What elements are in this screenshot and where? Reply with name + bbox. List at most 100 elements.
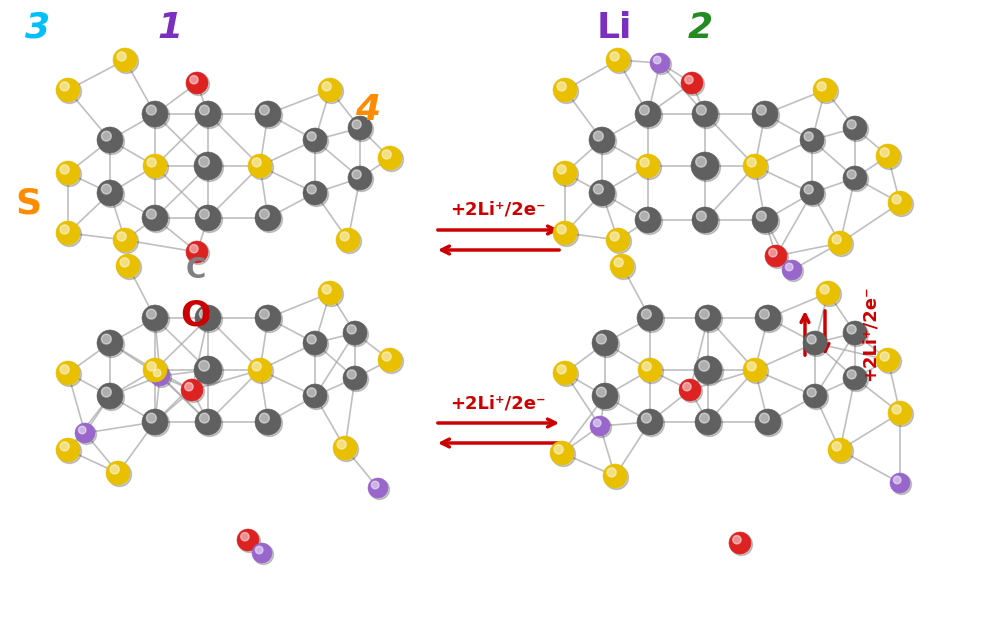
Circle shape (696, 307, 722, 332)
Circle shape (144, 307, 170, 332)
Circle shape (820, 285, 829, 294)
Circle shape (593, 184, 603, 194)
Circle shape (60, 82, 69, 91)
Circle shape (259, 413, 269, 423)
Circle shape (699, 309, 709, 319)
Circle shape (680, 381, 702, 402)
Circle shape (58, 163, 82, 187)
Circle shape (110, 465, 119, 474)
Circle shape (757, 410, 782, 436)
Circle shape (695, 305, 721, 331)
Circle shape (370, 480, 390, 499)
Circle shape (60, 225, 69, 234)
Circle shape (878, 145, 902, 169)
Circle shape (304, 130, 328, 153)
Circle shape (696, 410, 722, 436)
Circle shape (892, 475, 912, 494)
Circle shape (147, 362, 156, 371)
Circle shape (199, 105, 209, 115)
Circle shape (847, 170, 856, 179)
Circle shape (890, 192, 914, 216)
Circle shape (248, 358, 272, 382)
Circle shape (255, 205, 281, 231)
Circle shape (97, 180, 123, 206)
Circle shape (146, 209, 156, 219)
Circle shape (844, 117, 868, 142)
Circle shape (554, 163, 578, 187)
Circle shape (97, 330, 123, 356)
Circle shape (692, 153, 720, 182)
Circle shape (590, 416, 610, 436)
Circle shape (553, 78, 577, 102)
Circle shape (639, 307, 664, 332)
Circle shape (252, 543, 272, 563)
Circle shape (893, 476, 901, 484)
Circle shape (878, 350, 902, 373)
Circle shape (604, 465, 629, 489)
Circle shape (143, 358, 167, 382)
Circle shape (195, 305, 221, 331)
Circle shape (593, 131, 603, 141)
Circle shape (828, 438, 852, 462)
Circle shape (592, 383, 618, 409)
Circle shape (650, 53, 670, 73)
Circle shape (142, 205, 168, 231)
Circle shape (610, 254, 634, 278)
Circle shape (817, 82, 826, 91)
Circle shape (336, 228, 360, 252)
Circle shape (639, 105, 649, 115)
Circle shape (755, 409, 781, 435)
Text: +2Li⁺/2e⁻: +2Li⁺/2e⁻ (861, 285, 879, 381)
Circle shape (554, 363, 578, 386)
Circle shape (58, 222, 82, 247)
Circle shape (188, 74, 210, 96)
Circle shape (348, 116, 372, 140)
Circle shape (784, 261, 804, 282)
Circle shape (199, 209, 209, 219)
Circle shape (759, 413, 769, 423)
Circle shape (844, 323, 868, 347)
Circle shape (596, 334, 606, 344)
Circle shape (116, 254, 140, 278)
Circle shape (589, 180, 615, 206)
Circle shape (58, 80, 82, 103)
Circle shape (769, 248, 777, 257)
Circle shape (816, 281, 840, 305)
Circle shape (641, 309, 651, 319)
Circle shape (185, 383, 193, 391)
Circle shape (694, 208, 720, 234)
Circle shape (685, 75, 693, 84)
Circle shape (752, 101, 778, 127)
Circle shape (337, 440, 346, 449)
Circle shape (832, 442, 841, 451)
Circle shape (699, 360, 709, 371)
Circle shape (144, 103, 170, 129)
Circle shape (101, 131, 111, 141)
Circle shape (590, 182, 616, 208)
Circle shape (108, 462, 132, 486)
Circle shape (890, 473, 910, 493)
Circle shape (114, 49, 138, 74)
Circle shape (340, 232, 349, 241)
Circle shape (694, 356, 722, 384)
Circle shape (608, 229, 632, 253)
Circle shape (252, 158, 261, 167)
Circle shape (78, 426, 86, 434)
Circle shape (880, 148, 889, 157)
Circle shape (843, 366, 867, 390)
Circle shape (603, 464, 627, 488)
Circle shape (847, 370, 856, 379)
Circle shape (142, 101, 168, 127)
Circle shape (188, 242, 210, 265)
Circle shape (814, 80, 838, 103)
Circle shape (196, 410, 222, 436)
Circle shape (557, 82, 566, 91)
Circle shape (350, 167, 374, 192)
Circle shape (683, 383, 691, 391)
Circle shape (56, 361, 80, 385)
Circle shape (318, 281, 342, 305)
Circle shape (692, 101, 718, 127)
Circle shape (638, 358, 662, 382)
Circle shape (606, 228, 630, 252)
Circle shape (890, 402, 914, 426)
